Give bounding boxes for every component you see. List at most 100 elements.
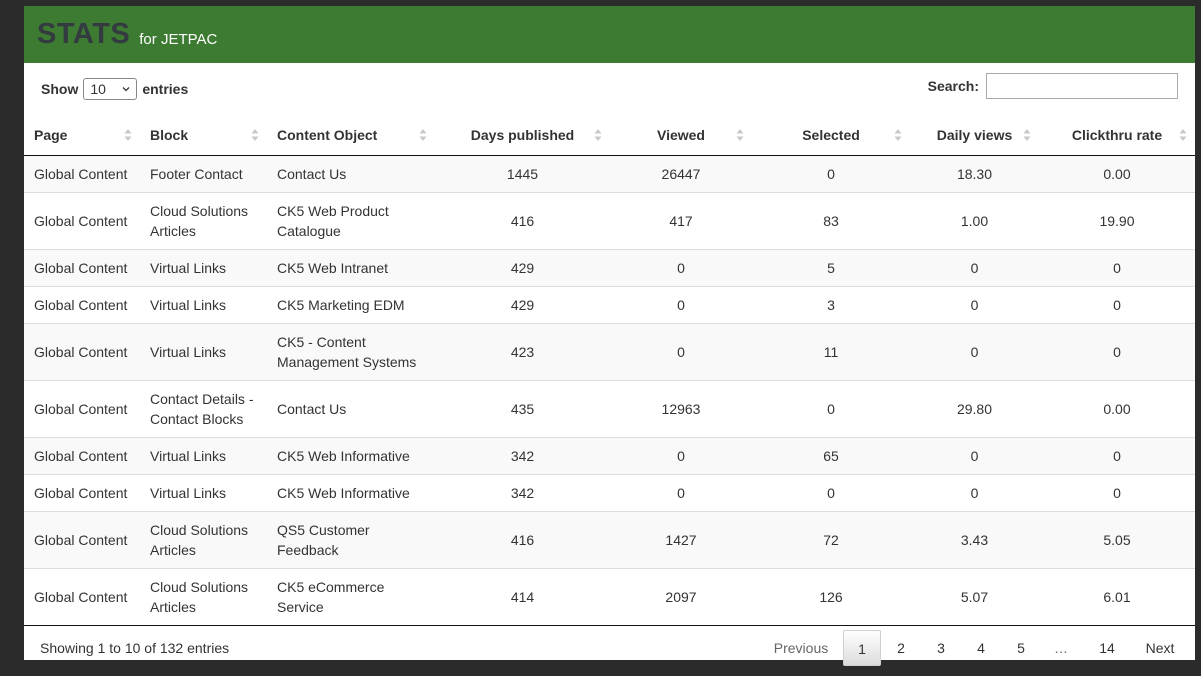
table-cell: Cloud Solutions Articles <box>140 567 267 626</box>
column-header-label: Selected <box>802 126 860 143</box>
column-header[interactable]: Daily views <box>910 115 1039 156</box>
table-row: Global Content Virtual Links CK5 Web Infor… <box>24 436 1195 474</box>
table-cell: CK5 Web Informative <box>267 436 435 474</box>
table-cell: CK5 Web Product Catalogue <box>267 191 435 249</box>
table-cell: 0 <box>1039 473 1195 511</box>
table-cell: Contact Us <box>277 165 347 182</box>
column-header[interactable]: Days published <box>435 115 610 156</box>
table-cell: 435 <box>435 379 610 437</box>
column-header-label: Content Object <box>277 126 378 143</box>
table-cell: 342 <box>435 436 610 474</box>
table-cell: 0 <box>1039 436 1195 474</box>
table-cell: 0 <box>910 248 1039 286</box>
column-header[interactable]: Page <box>24 115 140 156</box>
sort-icon <box>419 129 427 141</box>
column-header[interactable]: Clickthru rate <box>1039 115 1195 156</box>
table-cell: 11 <box>752 322 910 380</box>
table-cell: 19.90 <box>1039 191 1195 249</box>
table-cell: Virtual Links <box>140 322 267 380</box>
table-cell: 0 <box>610 248 752 286</box>
table-row: Global Content Contact Details - Contact … <box>24 379 1195 437</box>
table-cell: Virtual Links <box>140 436 267 474</box>
table-cell: 0 <box>1039 322 1195 380</box>
table-cell: 0.00 <box>1103 165 1131 182</box>
table-cell: 0 <box>910 436 1039 474</box>
table-cell: 3 <box>752 285 910 323</box>
table-cell: Global Content <box>34 165 128 182</box>
search-label: Search: <box>927 78 979 94</box>
table-cell: 26447 <box>661 165 701 182</box>
stats-table: Page Block Content Object Days published Vie… <box>24 115 1195 626</box>
table-cell: 0 <box>610 285 752 323</box>
table-cell: 0 <box>610 322 752 380</box>
pagination: Previous 1 2 3 4 5 … 14 Next <box>759 629 1187 666</box>
table-cell: 414 <box>435 567 610 626</box>
table-cell: QS5 Customer Feedback <box>267 510 435 568</box>
table-cell: 342 <box>435 473 610 511</box>
page-button-5[interactable]: 5 <box>1017 639 1025 656</box>
table-cell: 0 <box>610 473 752 511</box>
table-header-row: Page Block Content Object Days published Vie… <box>24 115 1195 156</box>
table-row: Global Content Cloud Solutions Articles CK… <box>24 191 1195 249</box>
table-cell: 65 <box>752 436 910 474</box>
entries-select-value: 10 <box>90 81 106 97</box>
column-header[interactable]: Viewed <box>610 115 752 156</box>
table-cell: 83 <box>752 191 910 249</box>
page-button-3[interactable]: 3 <box>937 639 945 656</box>
page-button-14[interactable]: 14 <box>1099 639 1115 656</box>
previous-button[interactable]: Previous <box>773 639 829 656</box>
table-cell: 0 <box>1039 285 1195 323</box>
column-header-label: Days published <box>470 126 575 143</box>
entries-select[interactable]: 10 <box>83 78 138 100</box>
table-cell: Virtual Links <box>140 248 267 286</box>
table-cell: Global Content <box>24 379 140 437</box>
table-cell: Contact Details - Contact Blocks <box>140 379 267 437</box>
table-cell: Global Content <box>24 567 140 626</box>
search-input[interactable] <box>986 73 1178 99</box>
table-cell: 0 <box>1039 248 1195 286</box>
column-header-label: Viewed <box>657 126 705 143</box>
table-cell: 5 <box>752 248 910 286</box>
table-cell: CK5 Web Informative <box>267 473 435 511</box>
table-cell: 417 <box>610 191 752 249</box>
table-cell: Global Content <box>24 322 140 380</box>
table-row: Global Content Cloud Solutions Articles CK… <box>24 567 1195 626</box>
table-cell: 0 <box>752 379 910 437</box>
header-bar: STATS for JETPAC <box>24 6 1195 63</box>
column-header-label: Block <box>150 126 189 143</box>
table-cell: Global Content <box>24 473 140 511</box>
table-row: Global Content Virtual Links CK5 Marketing… <box>24 285 1195 323</box>
table-cell: CK5 Marketing EDM <box>267 285 435 323</box>
sort-icon <box>251 129 259 141</box>
page-button-4[interactable]: 4 <box>977 639 985 656</box>
table-cell: 416 <box>435 510 610 568</box>
table-cell: 126 <box>752 567 910 626</box>
column-header[interactable]: Content Object <box>267 115 435 156</box>
table-cell: 3.43 <box>910 510 1039 568</box>
pagination-ellipsis: … <box>1054 639 1068 656</box>
column-header[interactable]: Block <box>140 115 267 156</box>
table-info: Showing 1 to 10 of 132 entries <box>40 639 230 656</box>
sort-icon <box>736 129 744 141</box>
entries-label: entries <box>142 81 189 97</box>
table-cell: Global Content <box>24 191 140 249</box>
table-cell: CK5 - Content Management Systems <box>267 322 435 380</box>
table-cell: 0 <box>910 285 1039 323</box>
table-cell: 0 <box>752 473 910 511</box>
next-button[interactable]: Next <box>1145 639 1175 656</box>
table-body: Global Content Footer Contact Contact Us 14… <box>24 155 1195 626</box>
table-cell: 29.80 <box>910 379 1039 437</box>
sort-icon <box>1179 129 1187 141</box>
table-cell: Contact Us <box>267 379 435 437</box>
page-button-1[interactable]: 1 <box>843 629 881 666</box>
sort-icon <box>1023 129 1031 141</box>
table-row: Global Content Virtual Links CK5 Web Intra… <box>24 248 1195 286</box>
table-cell: 2097 <box>610 567 752 626</box>
page-button-2[interactable]: 2 <box>897 639 905 656</box>
column-header[interactable]: Selected <box>752 115 910 156</box>
table-cell: 429 <box>435 285 610 323</box>
table-cell: Cloud Solutions Articles <box>140 191 267 249</box>
sort-icon <box>594 129 602 141</box>
table-cell: 6.01 <box>1039 567 1195 626</box>
column-header-label: Page <box>34 126 68 143</box>
